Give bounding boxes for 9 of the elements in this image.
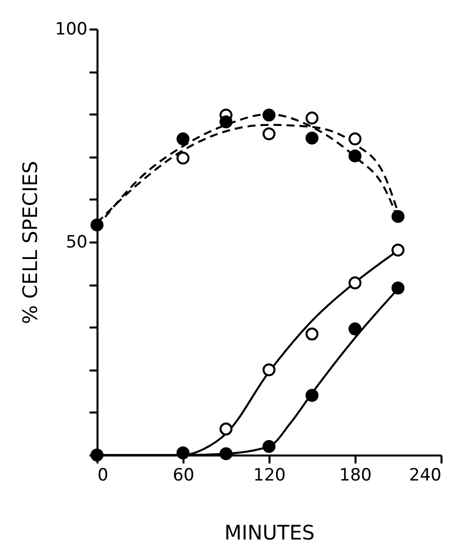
y-tick-label: 100 [55,20,88,40]
x-tick-label: 180 [339,466,372,486]
x-axis-title: MINUTES [224,520,315,543]
y-tick-label: 50 [66,232,88,252]
x-tick-label: 0 [98,466,108,486]
x-tick-label: 240 [409,466,442,486]
x-tick-label: 120 [253,466,286,486]
y-axis-title: % CELL SPECIES [18,160,42,324]
x-tick-label: 60 [172,466,194,486]
